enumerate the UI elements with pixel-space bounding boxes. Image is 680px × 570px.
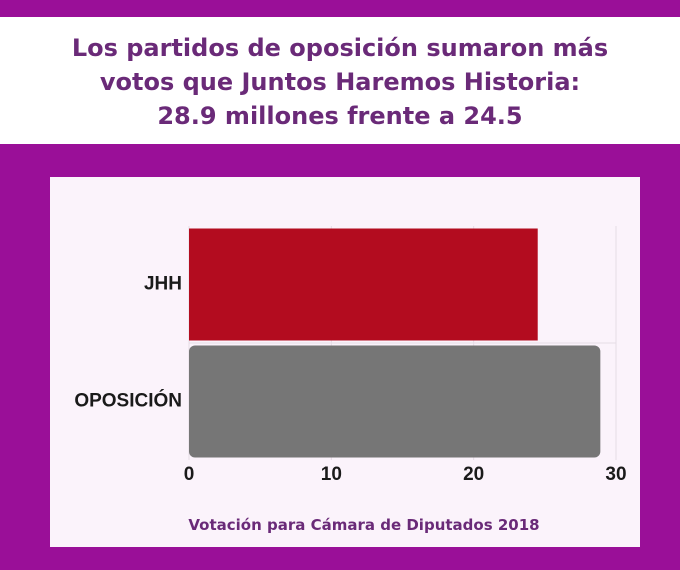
bar-jhh xyxy=(189,228,538,341)
x-tick-label-3: 30 xyxy=(605,464,626,485)
title-line-2: votos que Juntos Haremos Historia: xyxy=(99,68,581,96)
category-labels: JHH OPOSICIÓN xyxy=(74,274,182,412)
bar-oposici-n xyxy=(189,345,601,458)
category-label-1: OPOSICIÓN xyxy=(74,390,182,412)
chart-title: Los partidos de oposición sumaron más vo… xyxy=(0,31,680,133)
x-tick-label-2: 20 xyxy=(463,464,484,485)
category-label-0: JHH xyxy=(144,274,182,295)
title-line-3: 28.9 millones frente a 24.5 xyxy=(157,102,523,130)
title-line-1: Los partidos de oposición sumaron más xyxy=(71,34,609,62)
x-axis-label: Votación para Cámara de Diputados 2018 xyxy=(188,516,539,534)
x-axis-ticks: 0 10 20 30 xyxy=(184,464,627,485)
x-tick-label-0: 0 xyxy=(184,464,195,485)
bars xyxy=(189,228,601,458)
title-banner: Los partidos de oposición sumaron más vo… xyxy=(0,17,680,144)
x-tick-label-1: 10 xyxy=(321,464,342,485)
